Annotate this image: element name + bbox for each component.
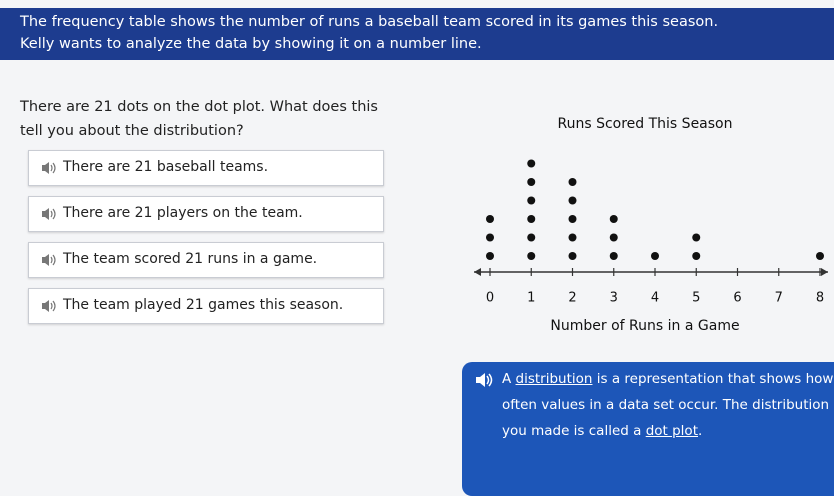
- x-tick-label: 7: [775, 291, 783, 306]
- answer-option[interactable]: The team scored 21 runs in a game.: [28, 242, 384, 278]
- dot: [486, 252, 494, 260]
- x-tick-label: 8: [816, 291, 824, 306]
- term-link[interactable]: distribution: [515, 371, 593, 387]
- dot: [568, 215, 577, 223]
- answer-option[interactable]: There are 21 baseball teams.: [28, 150, 384, 186]
- answer-option[interactable]: There are 21 players on the team.: [28, 196, 384, 232]
- dot: [527, 233, 536, 242]
- dot: [651, 252, 659, 260]
- option-text: There are 21 players on the team.: [63, 205, 303, 221]
- definition-callout: A distribution is a representation that …: [462, 362, 834, 496]
- instruction-line: Kelly wants to analyze the data by showi…: [20, 36, 482, 52]
- option-text: The team scored 21 runs in a game.: [63, 251, 318, 267]
- dot: [609, 215, 618, 223]
- dot: [568, 196, 577, 205]
- speaker-icon[interactable]: [41, 207, 57, 221]
- dot: [568, 252, 577, 260]
- x-axis-label: Number of Runs in a Game: [550, 318, 739, 334]
- dot: [527, 215, 536, 223]
- callout-text: is a representation that shows how often…: [502, 371, 834, 439]
- dot: [527, 196, 536, 205]
- callout-text: A: [502, 371, 516, 387]
- dot-plot: Runs Scored This Season Number of Runs i…: [474, 116, 828, 334]
- x-tick-label: 0: [486, 291, 494, 306]
- dot: [692, 252, 701, 260]
- dot: [816, 252, 824, 260]
- x-tick-label: 5: [692, 291, 700, 306]
- answer-option[interactable]: The team played 21 games this season.: [28, 288, 384, 324]
- x-tick-label: 6: [733, 291, 741, 306]
- dot: [527, 252, 536, 260]
- term-link[interactable]: dot plot: [645, 423, 698, 439]
- speaker-icon[interactable]: [41, 161, 57, 175]
- x-tick-label: 3: [610, 291, 618, 306]
- dot: [609, 252, 618, 260]
- option-text: There are 21 baseball teams.: [63, 159, 269, 175]
- dot: [568, 233, 577, 242]
- page: {"header": {"lines": ["The frequency tab…: [0, 8, 834, 496]
- question: There are 21 dots on the dot plot. What …: [20, 99, 378, 139]
- option-text: The team played 21 games this season.: [63, 297, 344, 313]
- speaker-icon[interactable]: [474, 372, 494, 388]
- x-tick-label: 4: [651, 291, 659, 306]
- dot: [486, 233, 494, 242]
- dot: [609, 233, 618, 242]
- dot: [568, 178, 577, 186]
- speaker-icon[interactable]: [41, 299, 57, 313]
- dot: [527, 159, 536, 168]
- instruction-banner: The frequency table shows the number of …: [0, 8, 834, 60]
- instruction-line: The frequency table shows the number of …: [20, 14, 719, 30]
- dot: [527, 178, 536, 186]
- dot: [486, 215, 494, 223]
- x-tick-label: 1: [527, 291, 535, 306]
- chart-title: Runs Scored This Season: [557, 116, 732, 132]
- callout-text: .: [698, 423, 703, 439]
- x-tick-label: 2: [568, 291, 576, 306]
- dot: [692, 233, 701, 242]
- speaker-icon[interactable]: [41, 253, 57, 267]
